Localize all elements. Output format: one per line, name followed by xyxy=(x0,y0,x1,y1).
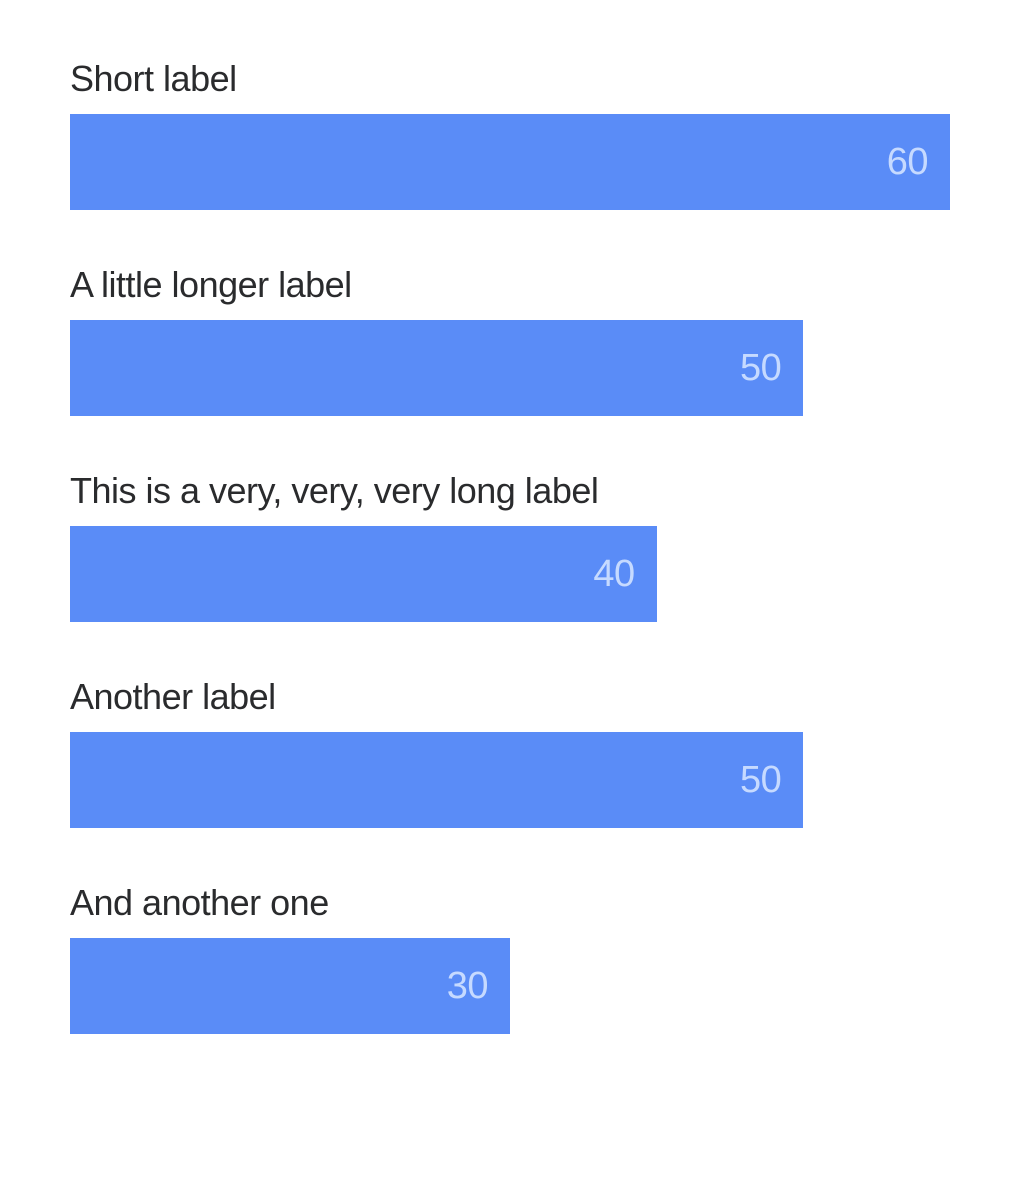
bar-value: 50 xyxy=(740,347,781,390)
bar-group: A little longer label 50 xyxy=(70,264,962,416)
bar-group: Another label 50 xyxy=(70,676,962,828)
horizontal-bar-chart: Short label 60 A little longer label 50 … xyxy=(70,58,962,1034)
bar-value: 40 xyxy=(593,553,634,596)
bar-label: A little longer label xyxy=(70,264,962,306)
bar: 60 xyxy=(70,114,950,210)
bar: 50 xyxy=(70,320,803,416)
bar: 50 xyxy=(70,732,803,828)
bar-group: Short label 60 xyxy=(70,58,962,210)
bar-group: And another one 30 xyxy=(70,882,962,1034)
bar-group: This is a very, very, very long label 40 xyxy=(70,470,962,622)
bar-value: 60 xyxy=(887,141,928,184)
bar: 40 xyxy=(70,526,657,622)
bar-value: 50 xyxy=(740,759,781,802)
bar-label: And another one xyxy=(70,882,962,924)
bar-label: Short label xyxy=(70,58,962,100)
bar: 30 xyxy=(70,938,510,1034)
bar-label: Another label xyxy=(70,676,962,718)
bar-label: This is a very, very, very long label xyxy=(70,470,962,512)
bar-value: 30 xyxy=(447,965,488,1008)
